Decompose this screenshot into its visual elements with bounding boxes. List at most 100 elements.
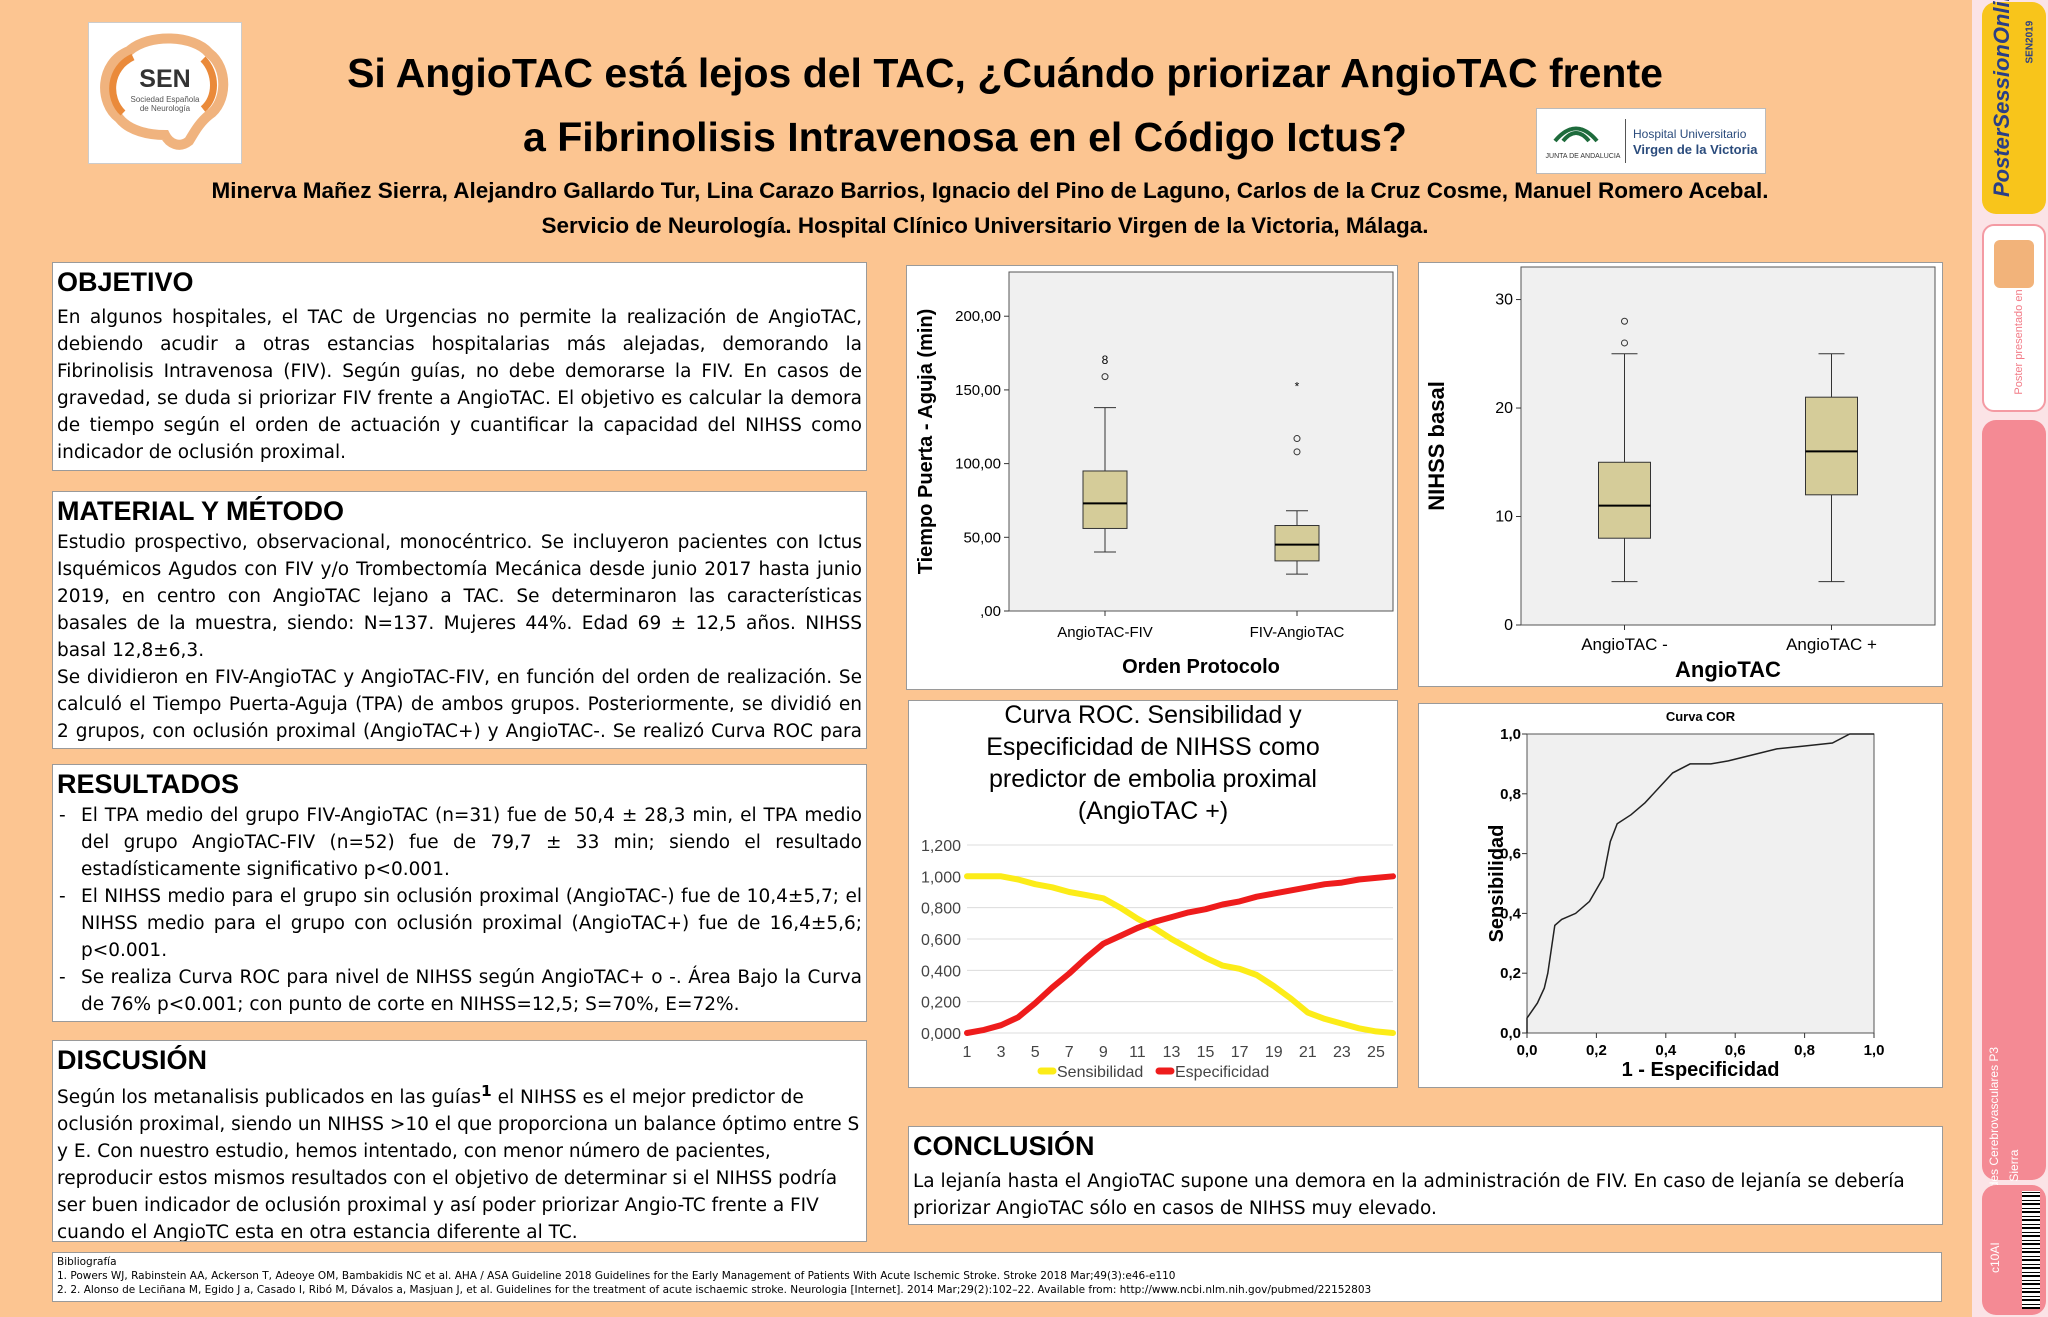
x-tick-label: 0,2: [1586, 1042, 1607, 1059]
box: [1274, 525, 1320, 562]
y-tick-label: 200,00: [955, 308, 1001, 325]
x-tick-label: 19: [1265, 1044, 1283, 1061]
sidebar-code-box: c10AI: [1982, 1185, 2046, 1315]
legend-label: Sensibilidad: [1057, 1064, 1143, 1081]
x-tick-label: 0,8: [1794, 1042, 1815, 1059]
bibliografia-item: 2. 2. Alonso de Leciñana M, Egido J a, C…: [57, 1284, 1372, 1296]
sidebar-brand: PosterSessionOnline SEN2019: [1982, 0, 2046, 214]
y-tick-label: 0,4: [1500, 905, 1522, 922]
sidebar-presented-box: Poster presentado en: [1982, 224, 2046, 412]
conclusion-section: CONCLUSIÓN La lejanía hasta el AngioTAC …: [908, 1126, 1943, 1225]
chart-roc-lines-svg: Curva ROC. Sensibilidad y Especificidad d…: [921, 701, 1396, 1081]
discusion-text-a: Según los metanalisis publicados en las …: [57, 1087, 481, 1109]
box: [1082, 470, 1128, 529]
objetivo-text: En algunos hospitales, el TAC de Urgenci…: [57, 307, 862, 463]
resultados-title: RESULTADOS: [57, 769, 239, 799]
poster-title-line2: a Fibrinolisis Intravenosa en el Código …: [523, 114, 1407, 160]
barcode-icon: [2022, 1191, 2040, 1309]
x-axis-label: 1 - Especificidad: [1622, 1059, 1780, 1081]
x-axis-label: Orden Protocolo: [1122, 656, 1280, 678]
hospital-logo-right1: Hospital Universitario: [1633, 127, 1747, 141]
chart-roc-lines: Curva ROC. Sensibilidad y Especificidad d…: [908, 700, 1398, 1088]
sidebar: PosterSessionOnline SEN2019 Poster prese…: [1972, 0, 2048, 1317]
x-tick-label: AngioTAC-FIV: [1057, 624, 1153, 641]
objetivo-section: OBJETIVO En algunos hospitales, el TAC d…: [52, 262, 867, 471]
chart-title-line: (AngioTAC +): [1078, 797, 1228, 825]
resultados-item: El TPA medio del grupo FIV-AngioTAC (n=3…: [57, 802, 862, 883]
chart-nihss-svg: 0 10 20 30 AngioTAC - AngioTAC + AngioTAC NIHSS…: [1424, 266, 1936, 682]
metodo-section: MATERIAL Y MÉTODO Estudio prospectivo, o…: [52, 491, 867, 749]
y-tick-label: 50,00: [963, 529, 1001, 546]
y-axis-label: Tiempo Puerta - Aguja (min): [915, 309, 937, 575]
x-tick-label: 17: [1231, 1044, 1249, 1061]
resultados-item: El NIHSS medio para el grupo sin oclusió…: [57, 883, 862, 964]
y-axis-label: NIHSS basal: [1424, 381, 1449, 511]
y-tick-label: 0,800: [921, 901, 961, 918]
sidebar-brand-sup: SEN2019: [2024, 20, 2036, 64]
resultados-section: RESULTADOS El TPA medio del grupo FIV-An…: [52, 764, 867, 1022]
x-tick-label: 0,0: [1517, 1042, 1538, 1059]
chart-nihss-boxplot: 0 10 20 30 AngioTAC - AngioTAC + AngioTAC NIHSS…: [1418, 262, 1943, 687]
sen-logo-subtext: Sociedad Española de Neurología: [130, 95, 200, 113]
y-tick-label: 0,000: [921, 1026, 961, 1043]
plot-area: [1520, 266, 1936, 626]
chart-title-line: Especificidad de NIHSS como: [986, 733, 1319, 761]
chart-title-line: predictor de embolia proximal: [989, 765, 1317, 793]
roc-curve: [1526, 733, 1874, 1033]
x-tick-label: 25: [1367, 1044, 1385, 1061]
brain-icon: [100, 33, 229, 150]
chart-tpa-svg: ,00 50,00 100,00 150,00 200,00 8 AngioTAC-FIV *…: [915, 271, 1394, 678]
sen-logo: SEN Sociedad Española de Neurología: [88, 22, 242, 164]
y-tick-label: 0,200: [921, 995, 961, 1012]
sidebar-brand-3: Online: [1989, 0, 2014, 45]
sidebar-brand-2: Session: [1989, 44, 2014, 129]
y-axis-label: Sensibilidad: [1486, 825, 1508, 943]
y-tick-label: 0,2: [1500, 965, 1521, 982]
outlier-label: *: [1295, 379, 1300, 393]
metodo-text-2: Se dividieron en FIV-AngioTAC y AngioTAC…: [57, 667, 862, 742]
chart-title: Curva COR: [1666, 709, 1736, 724]
x-tick-label: 1: [963, 1044, 972, 1061]
x-tick-label: 23: [1333, 1044, 1351, 1061]
box: [1805, 396, 1858, 496]
y-tick-label: 30: [1495, 292, 1513, 309]
outlier-point: [1293, 448, 1301, 456]
outlier-point: [1621, 317, 1628, 325]
hospital-logo-divider: [1625, 119, 1626, 163]
hospital-logo-left: JUNTA DE ANDALUCIA: [1545, 153, 1621, 160]
outlier-point: [1101, 373, 1109, 381]
x-tick-label: AngioTAC +: [1786, 635, 1877, 654]
outlier-point: [1621, 339, 1628, 347]
objetivo-title: OBJETIVO: [57, 267, 194, 297]
y-tick-label: 0,0: [1500, 1025, 1521, 1042]
bibliografia-title: Bibliografía: [57, 1256, 117, 1268]
x-tick-label: 0,6: [1725, 1042, 1746, 1059]
metodo-text-1: Estudio prospectivo, observacional, mono…: [57, 532, 862, 661]
sidebar-small-logo: [1994, 240, 2034, 288]
x-tick-label: 1,0: [1864, 1042, 1885, 1059]
y-tick-label: 20: [1495, 400, 1513, 417]
authors: Minerva Mañez Sierra, Alejandro Gallardo…: [211, 178, 1769, 203]
discusion-title: DISCUSIÓN: [57, 1045, 208, 1075]
poster-title-line1: Si AngioTAC está lejos del TAC, ¿Cuándo …: [347, 50, 1663, 96]
sidebar-code: c10AI: [1988, 1242, 2002, 1273]
x-tick-label: FIV-AngioTAC: [1250, 624, 1345, 641]
x-tick-label: 3: [997, 1044, 1006, 1061]
plot-area: [1526, 733, 1875, 1034]
y-tick-label: 1,200: [921, 838, 961, 855]
y-tick-label: 0,8: [1500, 786, 1521, 803]
bibliografia-section: Bibliografía 1. Powers WJ, Rabinstein AA…: [52, 1252, 1942, 1302]
discusion-text: Según los metanalisis publicados en las …: [53, 1078, 866, 1242]
y-tick-label: 10: [1495, 509, 1513, 526]
y-tick-label: 1,0: [1500, 726, 1521, 743]
x-tick-label: 9: [1099, 1044, 1108, 1061]
hospital-logo-right2: Virgen de la Victoria: [1633, 142, 1758, 157]
series-line-especificidad: [964, 873, 1396, 1036]
y-tick-label: 0: [1504, 617, 1513, 634]
outlier-label: 8: [1102, 353, 1109, 367]
series-line-sensibilidad: [964, 873, 1396, 1036]
plot-area: [1008, 271, 1394, 612]
affiliation: Servicio de Neurología. Hospital Clínico…: [541, 213, 1429, 238]
sidebar-info-box: Enfermedades Cerebrovasculares P3 Minerv…: [1982, 420, 2046, 1267]
discusion-text-b: el NIHSS es el mejor predictor de oclusi…: [57, 1087, 860, 1242]
